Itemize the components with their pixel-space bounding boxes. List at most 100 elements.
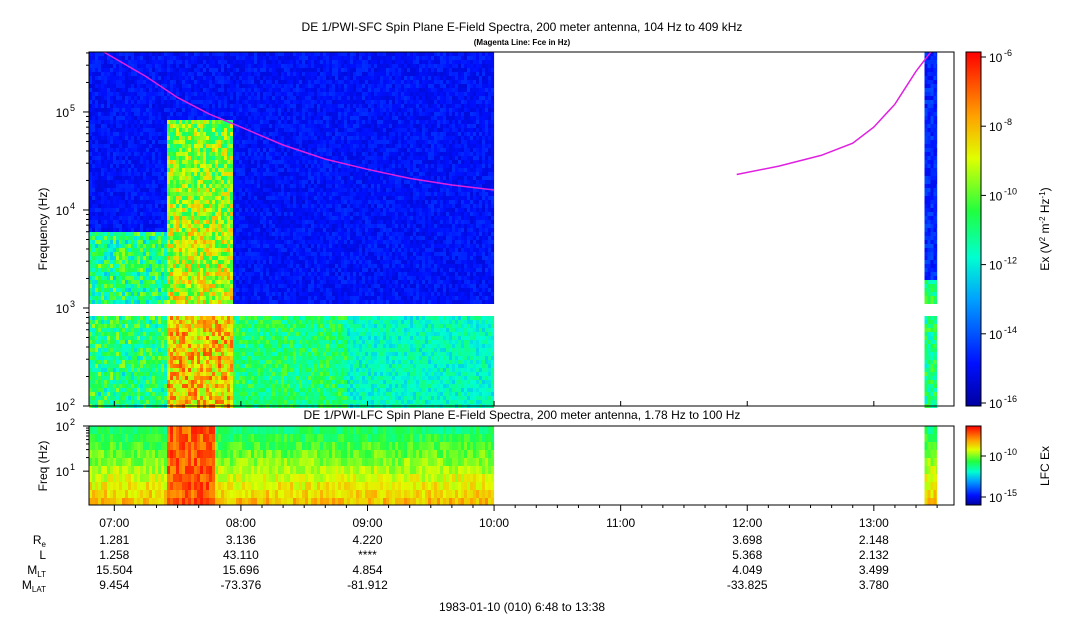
spectrogram-cell — [194, 260, 197, 264]
spectrogram-cell — [230, 256, 233, 260]
spectrogram-cell — [128, 240, 131, 244]
spectrogram-cell — [236, 232, 239, 236]
spectrogram-cell — [113, 196, 116, 200]
spectrogram-cell — [236, 80, 239, 84]
spectrogram-cell — [197, 52, 200, 56]
spectrogram-cell — [146, 352, 149, 356]
spectrogram-cell — [107, 236, 110, 240]
spectrogram-cell — [242, 168, 245, 172]
spectrogram-cell — [212, 400, 215, 404]
spectrogram-cell — [209, 392, 212, 396]
spectrogram-cell — [155, 216, 158, 220]
spectrogram-cell — [149, 372, 152, 376]
spectrogram-cell — [149, 180, 152, 184]
spectrogram-cell — [92, 340, 95, 344]
spectrogram-cell — [131, 188, 134, 192]
spectrogram-cell — [113, 320, 116, 324]
spectrogram-cell — [260, 340, 263, 344]
spectrogram-cell — [125, 288, 128, 292]
spectrogram-cell — [242, 316, 245, 320]
spectrogram-cell — [146, 144, 149, 148]
spectrogram-cell — [131, 96, 134, 100]
spectrogram-cell — [221, 332, 224, 336]
spectrogram-cell — [206, 224, 209, 228]
spectrogram-cell — [95, 164, 98, 168]
spectrogram-cell — [185, 324, 188, 328]
spectrogram-cell — [203, 376, 206, 380]
spectrogram-cell — [209, 88, 212, 92]
spectrogram-cell — [236, 400, 239, 404]
spectrogram-cell — [161, 300, 164, 304]
spectrogram-cell — [125, 60, 128, 64]
spectrogram-cell — [260, 80, 263, 84]
spectrogram-cell — [146, 124, 149, 128]
spectrogram-cell — [209, 264, 212, 268]
spectrogram-cell — [92, 164, 95, 168]
spectrogram-cell — [98, 356, 101, 360]
spectrogram-cell — [128, 168, 131, 172]
spectrogram-cell — [89, 332, 92, 336]
spectrogram-cell — [185, 344, 188, 348]
spectrogram-cell — [260, 248, 263, 252]
spectrogram-cell — [152, 132, 155, 136]
spectrogram-cell — [242, 360, 245, 364]
spectrogram-cell — [242, 80, 245, 84]
spectrogram-cell — [152, 288, 155, 292]
spectrogram-cell — [197, 160, 200, 164]
spectrogram-cell — [185, 212, 188, 216]
spectrogram-cell — [188, 196, 191, 200]
spectrogram-cell — [233, 132, 236, 136]
spectrogram-cell — [260, 300, 263, 304]
spectrogram-cell — [251, 180, 254, 184]
spectrogram-cell — [104, 224, 107, 228]
spectrogram-cell — [248, 200, 251, 204]
spectrogram-cell — [230, 380, 233, 384]
spectrogram-cell — [95, 300, 98, 304]
spectrogram-cell — [224, 332, 227, 336]
spectrogram-cell — [197, 136, 200, 140]
spectrogram-cell — [233, 116, 236, 120]
spectrogram-cell — [254, 264, 257, 268]
spectrogram-cell — [131, 284, 134, 288]
spectrogram-cell — [170, 180, 173, 184]
spectrogram-cell — [194, 284, 197, 288]
spectrogram-cell — [257, 204, 260, 208]
spectrogram-cell — [125, 228, 128, 232]
spectrogram-cell — [257, 140, 260, 144]
spectrogram-cell — [89, 300, 92, 304]
spectrogram-cell — [203, 192, 206, 196]
spectrogram-cell — [209, 176, 212, 180]
spectrogram-cell — [185, 288, 188, 292]
spectrogram-cell — [212, 132, 215, 136]
spectrogram-cell — [197, 320, 200, 324]
spectrogram-cell — [122, 232, 125, 236]
spectrogram-cell — [233, 388, 236, 392]
spectrogram-cell — [104, 328, 107, 332]
spectrogram-cell — [125, 340, 128, 344]
spectrogram-cell — [110, 188, 113, 192]
spectrogram-cell — [248, 276, 251, 280]
spectrogram-cell — [245, 328, 248, 332]
spectrogram-cell — [218, 136, 221, 140]
spectrogram-cell — [260, 144, 263, 148]
spectrogram-cell — [251, 80, 254, 84]
spectrogram-cell — [212, 228, 215, 232]
spectrogram-cell — [176, 60, 179, 64]
spectrogram-cell — [233, 108, 236, 112]
spectrogram-cell — [161, 112, 164, 116]
spectrogram-cell — [170, 220, 173, 224]
spectrogram-cell — [149, 392, 152, 396]
spectrogram-cell — [221, 60, 224, 64]
spectrogram-cell — [197, 244, 200, 248]
spectrogram-cell — [104, 220, 107, 224]
spectrogram-cell — [221, 124, 224, 128]
spectrogram-cell — [257, 152, 260, 156]
spectrogram-cell — [200, 328, 203, 332]
spectrogram-cell — [200, 56, 203, 60]
spectrogram-cell — [137, 164, 140, 168]
spectrogram-cell — [194, 240, 197, 244]
spectrogram-cell — [194, 348, 197, 352]
spectrogram-cell — [200, 116, 203, 120]
spectrogram-cell — [107, 120, 110, 124]
spectrogram-cell — [131, 352, 134, 356]
